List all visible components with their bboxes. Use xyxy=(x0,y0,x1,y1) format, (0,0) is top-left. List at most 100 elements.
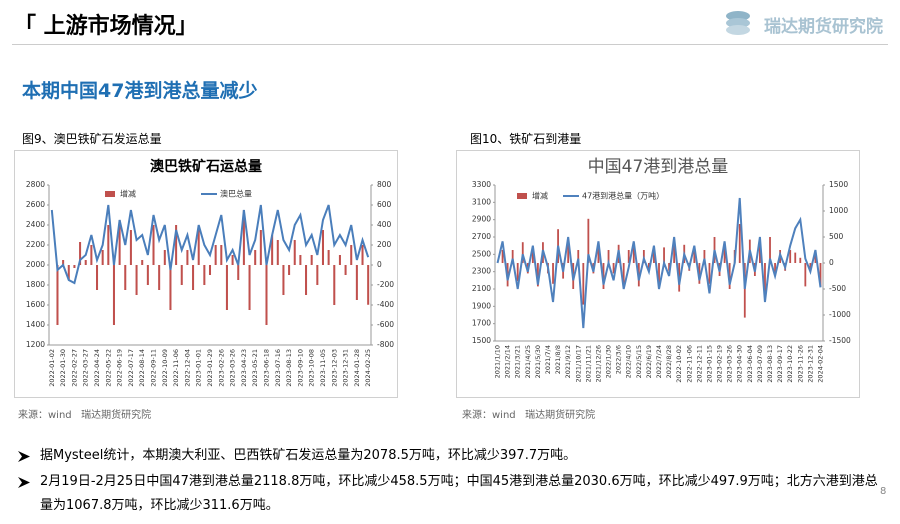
bar xyxy=(242,210,245,265)
x-tick-label: 2022-01-30 xyxy=(59,349,67,387)
x-tick-label: 2023-03-26 xyxy=(726,345,734,383)
bar xyxy=(112,265,115,325)
bar xyxy=(612,263,615,274)
bar xyxy=(789,250,792,263)
y-tick-label: 2900 xyxy=(472,215,491,224)
y-tick-label: 1900 xyxy=(472,301,491,310)
x-tick-label: 2023-01-29 xyxy=(206,349,214,387)
bar xyxy=(361,245,364,265)
bullet-text: 据Mysteel统计，本期澳大利亚、巴西铁矿石发运总量为2078.5万吨，环比减… xyxy=(40,448,577,463)
bar xyxy=(180,265,183,285)
x-tick-label: 2022-05-22 xyxy=(104,349,112,387)
bar xyxy=(124,265,127,290)
x-tick-label: 2021/2/14 xyxy=(504,345,512,378)
y-tick-label: 2600 xyxy=(26,200,45,209)
bar xyxy=(316,265,319,285)
y2-tick-label: 200 xyxy=(377,240,392,249)
y2-tick-label: -1000 xyxy=(829,310,851,319)
x-tick-label: 2021/11/21 xyxy=(584,345,592,382)
y-tick-label: 2800 xyxy=(26,180,45,189)
x-tick-label: 2023-04-30 xyxy=(736,345,744,383)
bar xyxy=(299,255,302,265)
bar xyxy=(350,245,353,265)
bar xyxy=(96,265,99,290)
bar xyxy=(62,260,65,265)
y-tick-label: 2700 xyxy=(472,232,491,241)
arrow xyxy=(18,477,30,488)
bar xyxy=(293,240,296,265)
bar xyxy=(73,265,76,268)
bar xyxy=(516,263,519,282)
bar xyxy=(248,265,251,310)
bar xyxy=(622,263,625,287)
x-tick-label: 2023-08-13 xyxy=(766,345,774,383)
legend-label: 增减 xyxy=(120,189,136,199)
x-tick-label: 2023-08-13 xyxy=(285,349,293,387)
chart-title: 中国47港到港总量 xyxy=(588,157,729,177)
bar xyxy=(310,255,313,265)
bar xyxy=(511,250,514,263)
bar xyxy=(282,265,285,295)
coin xyxy=(726,18,750,28)
bar xyxy=(288,265,291,275)
bar xyxy=(607,250,610,263)
x-tick-label: 2023-12-03 xyxy=(330,349,338,387)
y2-tick-label: 0 xyxy=(377,260,382,269)
bar xyxy=(653,247,655,263)
y-tick-label: 1400 xyxy=(26,320,45,329)
x-tick-label: 2023-10-22 xyxy=(786,345,794,383)
x-tick-label: 2023-06-18 xyxy=(262,349,270,387)
bar xyxy=(738,224,741,263)
x-tick-label: 2023-02-26 xyxy=(217,349,225,387)
bar xyxy=(743,263,746,318)
x-tick-label: 2021/4/25 xyxy=(524,345,532,378)
bar xyxy=(759,242,761,263)
bar xyxy=(79,242,82,265)
x-tick-label: 2022/1/30 xyxy=(605,345,613,378)
x-tick-label: 2022-06-19 xyxy=(116,349,124,387)
bar xyxy=(597,244,600,263)
x-tick-label: 2024-02-25 xyxy=(364,349,372,387)
bar xyxy=(321,230,324,265)
bullet: 据Mysteel统计，本期澳大利亚、巴西铁矿石发运总量为2078.5万吨，环比减… xyxy=(18,444,888,468)
x-tick-label: 2023-05-21 xyxy=(251,349,259,387)
x-tick-label: 2023-12-31 xyxy=(342,349,350,387)
bar xyxy=(582,263,585,305)
bar xyxy=(338,255,341,265)
bar xyxy=(531,247,534,263)
x-tick-label: 2022-11-06 xyxy=(685,345,693,383)
chart: 澳巴铁矿石运总量12001400160018002000220024002600… xyxy=(14,150,398,398)
bar xyxy=(774,263,776,274)
bar xyxy=(809,263,812,271)
x-tick-label: 2021/7/4 xyxy=(544,345,552,374)
y2-tick-label: -600 xyxy=(377,320,394,329)
bar xyxy=(367,265,370,305)
bar xyxy=(567,242,570,263)
bar xyxy=(90,245,93,265)
y-tick-label: 2300 xyxy=(472,267,491,276)
x-tick-label: 2022-04-24 xyxy=(93,349,101,387)
bar xyxy=(602,263,605,289)
legend-label: 澳巴总量 xyxy=(220,189,252,199)
bar xyxy=(56,265,59,325)
x-tick-label: 2023-04-23 xyxy=(240,349,248,387)
divider xyxy=(12,44,888,45)
bar xyxy=(169,265,172,310)
legend-label: 47港到港总量（万吨） xyxy=(582,191,664,201)
bar xyxy=(276,240,279,265)
bar xyxy=(764,263,766,302)
bar xyxy=(804,263,807,287)
bar xyxy=(521,242,524,263)
x-tick-label: 2021/5/30 xyxy=(534,345,542,378)
bar xyxy=(271,235,274,265)
x-tick-label: 2023-10-08 xyxy=(308,349,316,387)
page-title: 「 上游市场情况」 xyxy=(14,14,198,39)
bar xyxy=(254,250,257,265)
bar xyxy=(552,263,554,284)
x-tick-label: 2022-11-06 xyxy=(172,349,180,387)
y-tick-label: 2100 xyxy=(472,284,491,293)
x-tick-label: 2022-02-27 xyxy=(70,349,78,387)
y2-tick-label: 800 xyxy=(377,180,392,189)
x-tick-label: 2022/8/28 xyxy=(665,345,673,378)
line xyxy=(50,204,370,285)
